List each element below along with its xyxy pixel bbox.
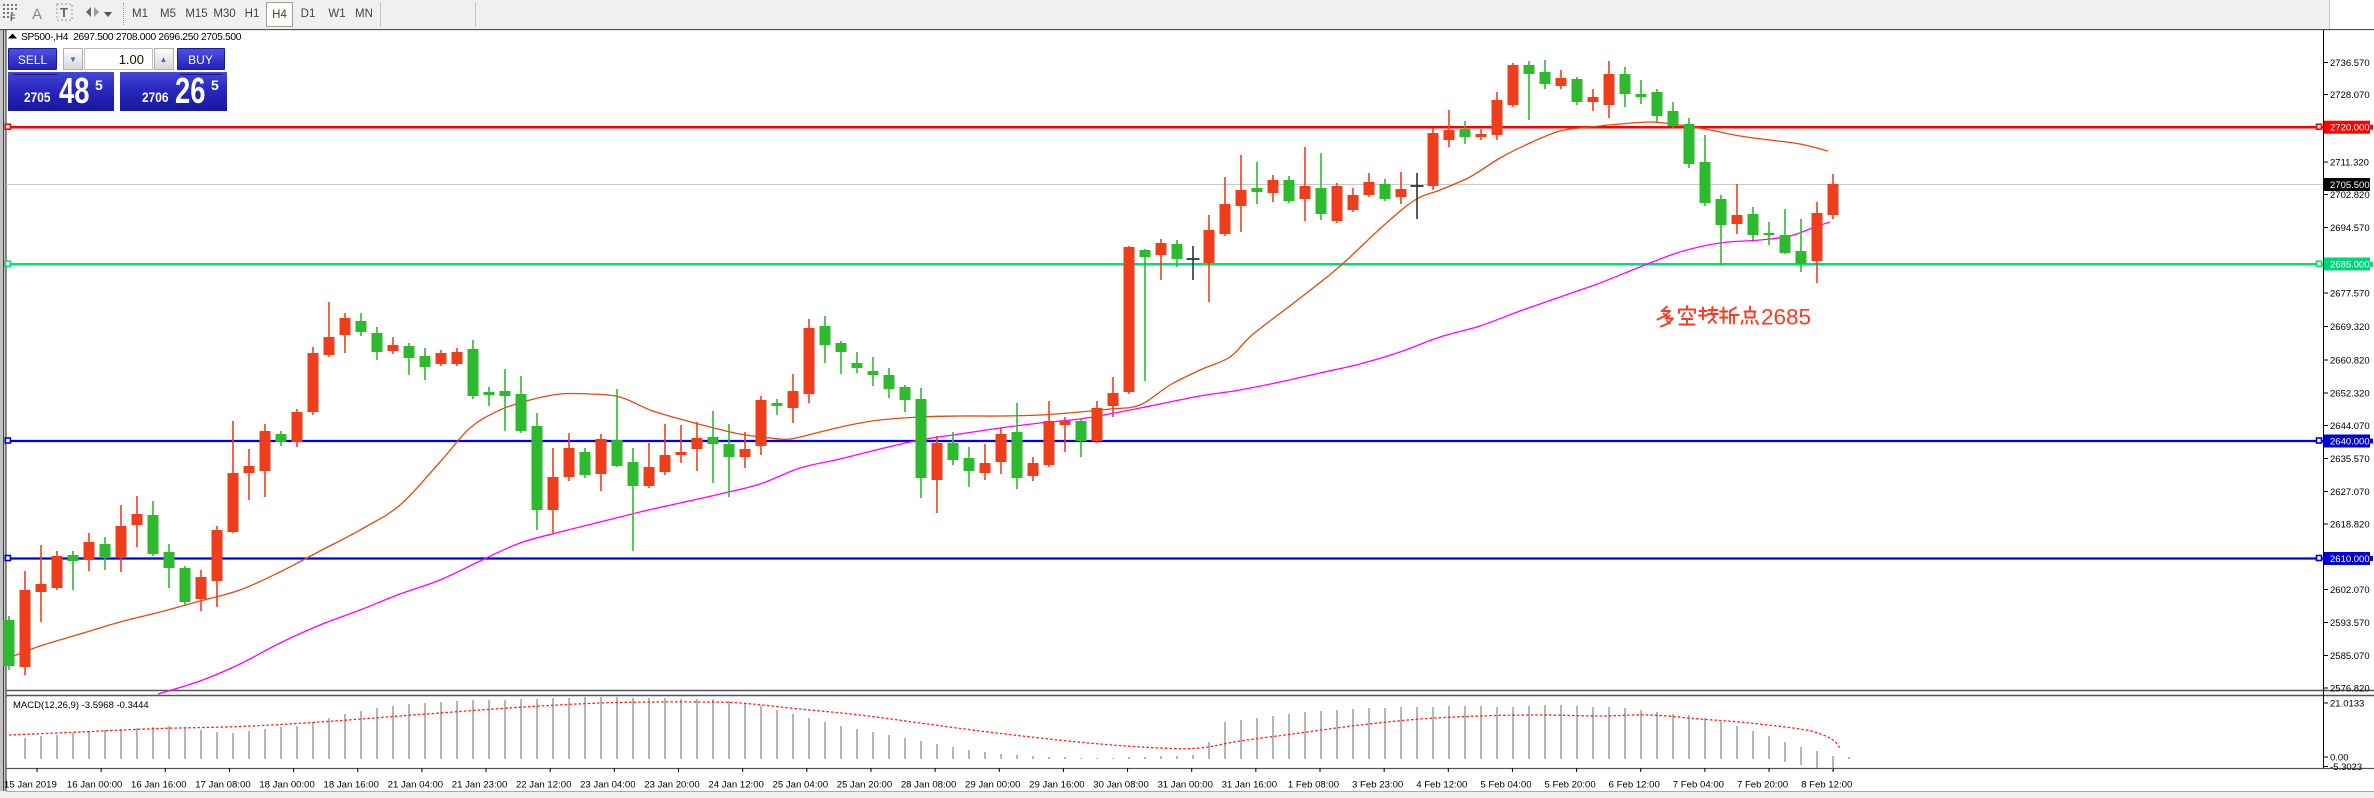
svg-text:2685.000: 2685.000 [2330, 260, 2370, 271]
svg-text:5 Feb 04:00: 5 Feb 04:00 [1480, 780, 1531, 791]
svg-text:2644.070: 2644.070 [2330, 421, 2370, 432]
svg-text:MACD(12,26,9) -3.5968 -0.3444: MACD(12,26,9) -3.5968 -0.3444 [13, 700, 149, 711]
svg-text:21.0133: 21.0133 [2330, 699, 2364, 710]
svg-text:17 Jan 08:00: 17 Jan 08:00 [195, 780, 250, 791]
svg-text:-5.3023: -5.3023 [2330, 762, 2362, 773]
svg-text:18 Jan 00:00: 18 Jan 00:00 [259, 780, 314, 791]
svg-text:2702.820: 2702.820 [2330, 190, 2370, 201]
svg-text:25 Jan 20:00: 25 Jan 20:00 [837, 780, 892, 791]
svg-text:22 Jan 12:00: 22 Jan 12:00 [516, 780, 571, 791]
svg-text:2685: 2685 [1761, 305, 1811, 330]
svg-text:29 Jan 16:00: 29 Jan 16:00 [1029, 780, 1084, 791]
svg-text:2652.320: 2652.320 [2330, 389, 2370, 400]
svg-text:2705.500: 2705.500 [2330, 180, 2370, 191]
svg-text:16 Jan 00:00: 16 Jan 00:00 [67, 780, 122, 791]
svg-text:31 Jan 00:00: 31 Jan 00:00 [1157, 780, 1212, 791]
svg-text:6 Feb 12:00: 6 Feb 12:00 [1609, 780, 1660, 791]
svg-text:21 Jan 23:00: 21 Jan 23:00 [452, 780, 507, 791]
svg-text:2660.820: 2660.820 [2330, 356, 2370, 367]
svg-text:SP500-,H4 2697.500 2708.000 2: SP500-,H4 2697.500 2708.000 2696.250 270… [21, 32, 242, 43]
svg-text:7 Feb 04:00: 7 Feb 04:00 [1673, 780, 1724, 791]
svg-text:16 Jan 16:00: 16 Jan 16:00 [131, 780, 186, 791]
svg-text:2585.070: 2585.070 [2330, 651, 2370, 662]
svg-text:29 Jan 00:00: 29 Jan 00:00 [965, 780, 1020, 791]
svg-text:2627.070: 2627.070 [2330, 487, 2370, 498]
svg-text:5 Feb 20:00: 5 Feb 20:00 [1544, 780, 1595, 791]
svg-text:T: T [60, 5, 68, 20]
svg-text:2669.320: 2669.320 [2330, 322, 2370, 333]
svg-text:7 Feb 20:00: 7 Feb 20:00 [1737, 780, 1788, 791]
svg-text:2677.570: 2677.570 [2330, 289, 2370, 300]
svg-text:2640.000: 2640.000 [2330, 437, 2370, 448]
svg-text:25 Jan 04:00: 25 Jan 04:00 [773, 780, 828, 791]
svg-text:23 Jan 04:00: 23 Jan 04:00 [580, 780, 635, 791]
svg-text:2728.070: 2728.070 [2330, 90, 2370, 101]
svg-text:2694.570: 2694.570 [2330, 223, 2370, 234]
svg-text:2593.570: 2593.570 [2330, 618, 2370, 629]
svg-text:A: A [32, 6, 42, 23]
svg-text:1 Feb 08:00: 1 Feb 08:00 [1288, 780, 1339, 791]
svg-text:2602.070: 2602.070 [2330, 585, 2370, 596]
svg-text:21 Jan 04:00: 21 Jan 04:00 [388, 780, 443, 791]
svg-text:3 Feb 23:00: 3 Feb 23:00 [1352, 780, 1403, 791]
svg-text:2635.570: 2635.570 [2330, 454, 2370, 465]
svg-text:4 Feb 12:00: 4 Feb 12:00 [1416, 780, 1467, 791]
svg-text:2736.570: 2736.570 [2330, 58, 2370, 69]
svg-text:15 Jan 2019: 15 Jan 2019 [4, 780, 57, 791]
svg-text:23 Jan 20:00: 23 Jan 20:00 [644, 780, 699, 791]
svg-text:30 Jan 08:00: 30 Jan 08:00 [1093, 780, 1148, 791]
svg-text:0.00: 0.00 [2330, 753, 2349, 764]
svg-text:F: F [10, 13, 16, 23]
svg-text:2610.000: 2610.000 [2330, 554, 2370, 565]
svg-text:2711.320: 2711.320 [2330, 158, 2369, 169]
svg-text:31 Jan 16:00: 31 Jan 16:00 [1222, 780, 1277, 791]
svg-text:24 Jan 12:00: 24 Jan 12:00 [708, 780, 763, 791]
svg-text:2576.820: 2576.820 [2330, 684, 2370, 695]
svg-text:2618.820: 2618.820 [2330, 520, 2370, 531]
svg-text:28 Jan 08:00: 28 Jan 08:00 [901, 780, 956, 791]
svg-text:18 Jan 16:00: 18 Jan 16:00 [324, 780, 379, 791]
svg-text:2720.000: 2720.000 [2330, 123, 2370, 134]
svg-text:8 Feb 12:00: 8 Feb 12:00 [1801, 780, 1852, 791]
